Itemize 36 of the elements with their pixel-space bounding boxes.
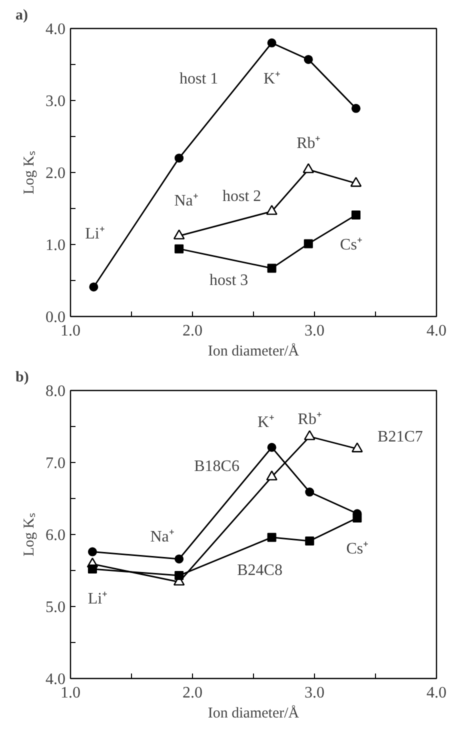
- x-tick-label: 2.0: [182, 684, 202, 702]
- chart-title: a): [16, 8, 28, 24]
- series-label: host 2: [222, 188, 262, 205]
- annotation: Cs⁺: [346, 540, 368, 558]
- y-axis-title: Log Kₛ: [22, 150, 38, 194]
- y-tick-label: 2.0: [46, 165, 66, 182]
- y-tick-label: 7.0: [46, 455, 66, 472]
- x-tick-label: 4.0: [426, 684, 446, 702]
- y-axis-title: Log Kₛ: [22, 512, 38, 556]
- annotation: Li⁺: [85, 225, 104, 242]
- y-tick-label: 6.0: [46, 527, 66, 544]
- y-tick-label: 5.0: [46, 599, 66, 616]
- annotation: Cs⁺: [340, 236, 362, 254]
- annotation: Li⁺: [88, 590, 108, 608]
- y-tick-label: 1.0: [46, 237, 66, 254]
- x-tick-label: 4.0: [426, 322, 446, 340]
- annotation: Na⁺: [174, 192, 198, 210]
- x-tick-label: 2.0: [182, 322, 202, 340]
- annotation: Rb⁺: [296, 135, 320, 152]
- chart-title: b): [16, 370, 29, 386]
- series-label: host 1: [179, 70, 218, 88]
- x-axis-title: Ion diameter/Å: [208, 704, 300, 722]
- annotation: K⁺: [258, 414, 274, 431]
- x-axis-title: Ion diameter/Å: [208, 342, 300, 360]
- x-tick-label: 3.0: [304, 322, 324, 340]
- annotation: Na⁺: [150, 528, 174, 546]
- series-label: B24C8: [237, 562, 282, 579]
- series-label: B21C7: [378, 428, 423, 446]
- annotation: Rb⁺: [298, 411, 322, 428]
- y-tick-label: 4.0: [46, 21, 66, 38]
- x-tick-label: 3.0: [304, 684, 324, 702]
- y-tick-label: 8.0: [46, 383, 66, 400]
- series-label: B18C6: [194, 458, 240, 475]
- series-label: host 3: [209, 272, 248, 289]
- y-tick-label: 3.0: [46, 93, 66, 110]
- annotation: K⁺: [264, 70, 280, 88]
